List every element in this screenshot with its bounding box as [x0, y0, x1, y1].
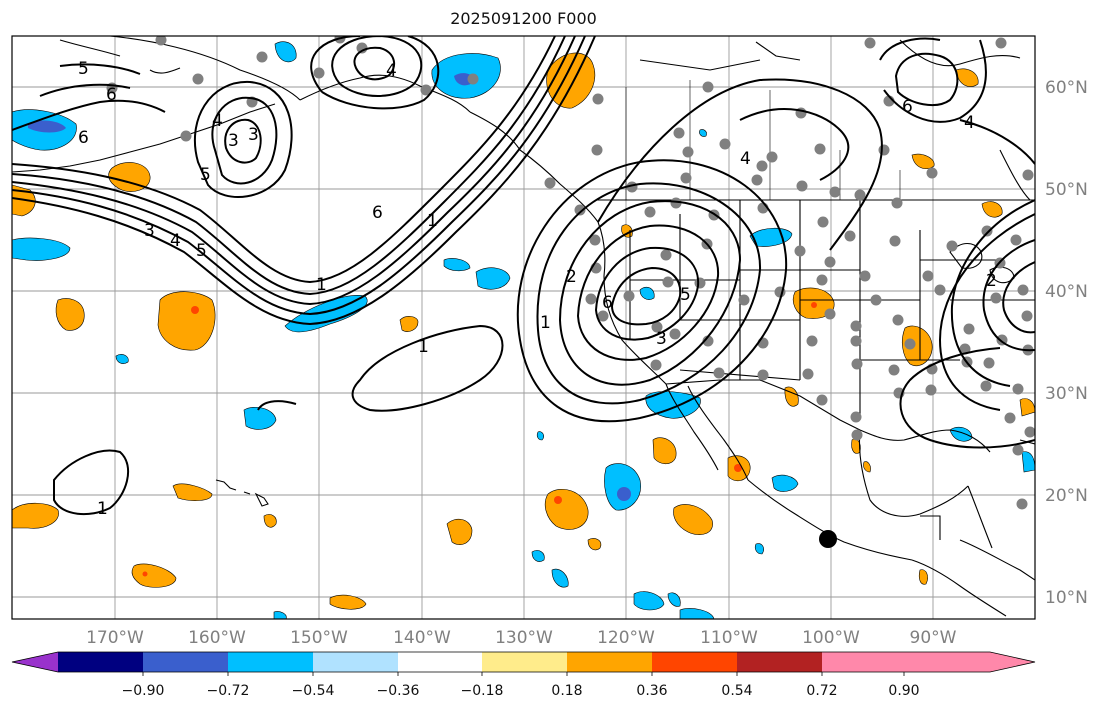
latitude-axis: 60°N 50°N 40°N 30°N 20°N 10°N — [1045, 78, 1088, 608]
contour-label: 6 — [372, 203, 383, 223]
contour-lines — [12, 36, 1035, 516]
colorbar-segment — [143, 652, 228, 672]
contour-label: 1 — [540, 313, 551, 333]
colorbar-tick-label: −0.18 — [461, 683, 504, 699]
contour-label: 4 — [212, 111, 223, 131]
longitude-label: 110°W — [700, 628, 758, 648]
longitude-label: 120°W — [597, 628, 655, 648]
contour-label: 5 — [200, 165, 211, 185]
contour-label: 2 — [566, 267, 577, 287]
latitude-label: 10°N — [1045, 588, 1088, 608]
map-title: 2025091200 F000 — [450, 9, 597, 28]
colorbar-tick-label: 0.54 — [721, 683, 752, 699]
contour-label: 3 — [144, 221, 155, 241]
colorbar-min-extension — [12, 652, 58, 672]
contour-label: 1 — [427, 211, 438, 231]
colorbar-tick-label: 0.72 — [806, 683, 837, 699]
contour-label: 4 — [170, 231, 181, 251]
colorbar-tick-label: 0.36 — [636, 683, 667, 699]
colorbar-segment — [482, 652, 567, 672]
contour-label: 5 — [196, 241, 207, 261]
contour-label: 3 — [228, 131, 239, 151]
colorbar-segment — [398, 652, 482, 672]
colorbar-segment — [652, 652, 737, 672]
colorbar-tick-label: −0.36 — [377, 683, 420, 699]
colorbar-tick-label: −0.90 — [122, 683, 165, 699]
latitude-label: 60°N — [1045, 78, 1088, 98]
colorbar-segment — [822, 652, 904, 672]
longitude-label: 100°W — [802, 628, 860, 648]
longitude-axis: 170°W 160°W 150°W 140°W 130°W 120°W 110°… — [86, 628, 957, 648]
contour-label: 4 — [740, 149, 751, 169]
contour-label: 5 — [78, 59, 89, 79]
longitude-label: 160°W — [188, 628, 246, 648]
colorbar-segment — [58, 652, 143, 672]
contour-label: 6 — [602, 293, 613, 313]
contour-label: 6 — [78, 128, 89, 148]
colorbar-segment — [737, 652, 822, 672]
colorbar-segment — [313, 652, 398, 672]
contour-label: 2 — [986, 271, 997, 291]
contour-label: 3 — [656, 329, 667, 349]
map-frame — [11, 35, 1036, 620]
storm-center-marker — [819, 530, 837, 548]
longitude-label: 90°W — [910, 628, 957, 648]
contour-label: 6 — [106, 85, 117, 105]
map-plot-area: 5 6 6 3 4 5 3 3 4 5 6 1 1 1 1 1 2 3 6 4 … — [12, 36, 1035, 619]
colorbar-segment — [228, 652, 313, 672]
colorbar: −0.90 −0.72 −0.54 −0.36 −0.18 0.18 0.36 … — [11, 651, 1036, 699]
contour-label: 3 — [248, 125, 259, 145]
strong-positive-cores — [142, 302, 817, 577]
contour-labels: 5 6 6 3 4 5 3 3 4 5 6 1 1 1 1 1 2 3 6 4 … — [78, 59, 997, 519]
latitude-label: 40°N — [1045, 282, 1088, 302]
contour-label: 1 — [316, 275, 327, 295]
longitude-label: 170°W — [86, 628, 144, 648]
latitude-label: 30°N — [1045, 384, 1088, 404]
graticule — [12, 36, 1035, 619]
colorbar-tick-label: −0.72 — [207, 683, 250, 699]
latitude-label: 50°N — [1045, 180, 1088, 200]
colorbar-tick-label: −0.54 — [292, 683, 335, 699]
colorbar-tick-label: 0.18 — [551, 683, 582, 699]
longitude-label: 140°W — [393, 628, 451, 648]
contour-label: 4 — [386, 61, 397, 81]
contour-label: 5 — [680, 285, 691, 305]
station-markers — [106, 36, 1035, 510]
colorbar-tick-label: 0.90 — [888, 683, 919, 699]
longitude-label: 150°W — [290, 628, 348, 648]
longitude-label: 130°W — [495, 628, 553, 648]
contour-label: 6 — [902, 97, 913, 117]
contour-label: 4 — [964, 113, 975, 133]
contour-label: 1 — [418, 337, 429, 357]
contour-label: 1 — [97, 499, 108, 519]
colorbar-segment — [567, 652, 652, 672]
colorbar-max-extension — [904, 652, 1035, 672]
latitude-label: 20°N — [1045, 486, 1088, 506]
